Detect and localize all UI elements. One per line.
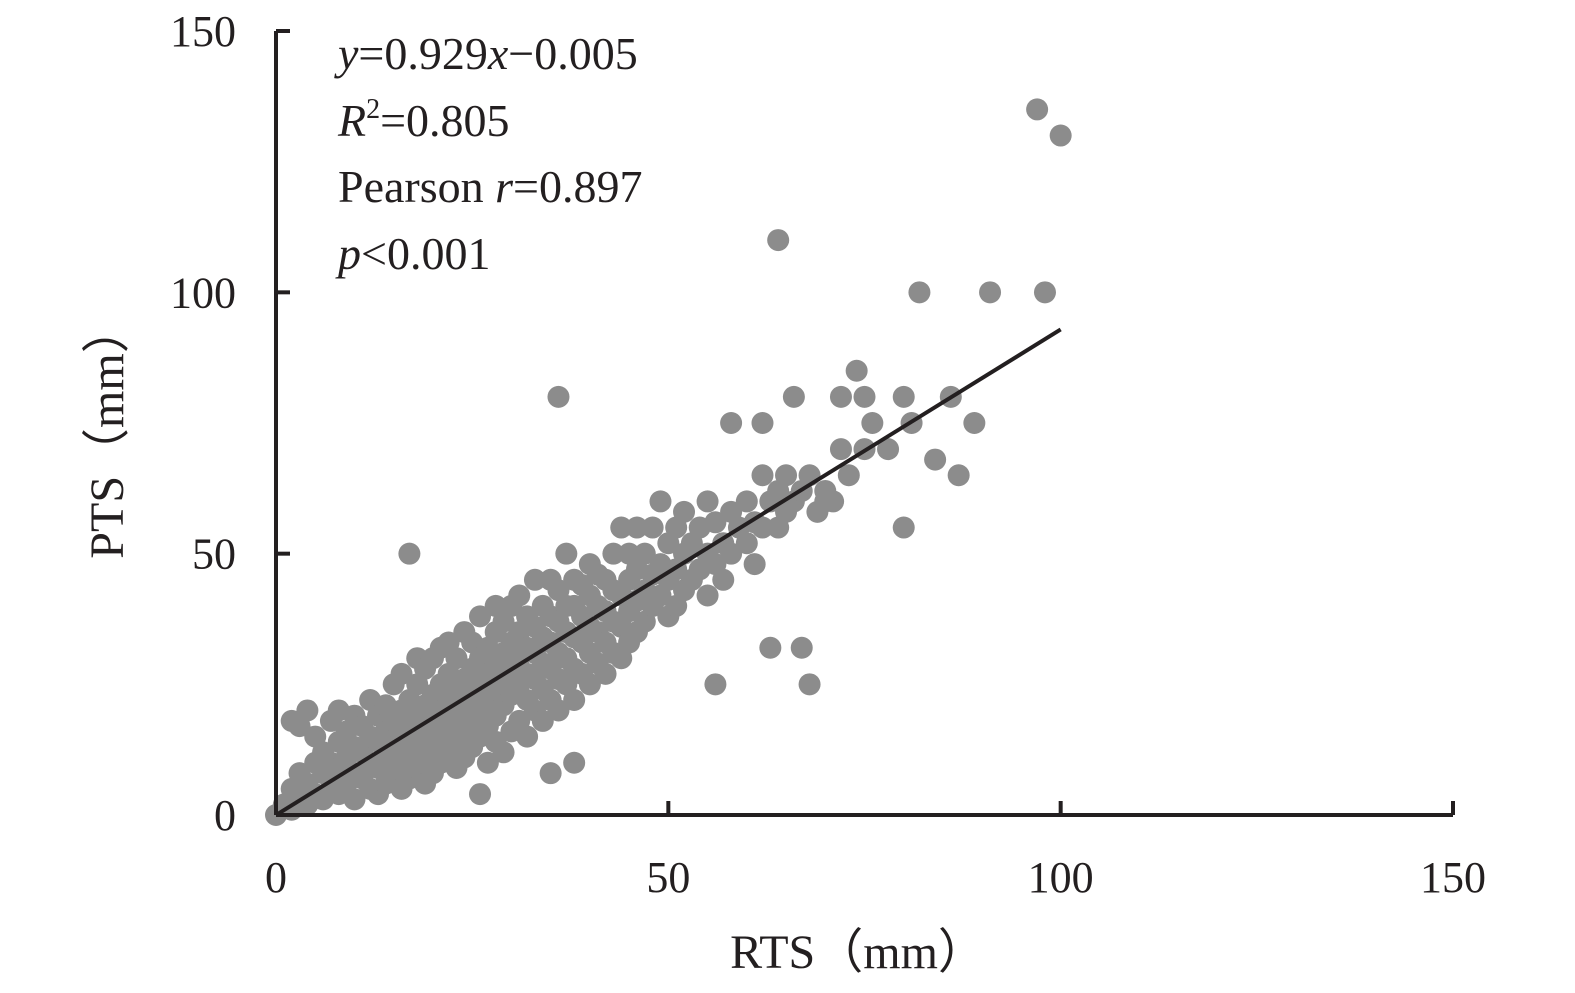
y-axis-title: PTS（mm） [81, 305, 134, 558]
data-point [947, 464, 970, 487]
data-point [790, 636, 813, 659]
data-point [720, 542, 743, 565]
points-layer [265, 98, 1072, 826]
data-point [696, 490, 719, 513]
data-point [751, 412, 774, 434]
data-point [508, 584, 531, 607]
y-tick-label: 50 [192, 530, 236, 579]
trendline-layer [274, 327, 1062, 817]
data-point [523, 568, 546, 591]
data-point [979, 281, 1002, 304]
data-point [469, 605, 492, 628]
annotation-block: y=0.929x−0.005 R2=0.805 Pearson r=0.897 … [334, 28, 643, 279]
trendline [274, 327, 1062, 817]
data-point [296, 699, 319, 722]
data-point [547, 385, 570, 408]
data-point [759, 636, 782, 659]
data-point [892, 385, 915, 408]
data-point [390, 662, 413, 685]
x-tick-label: 0 [265, 853, 287, 902]
data-point [735, 490, 758, 513]
data-point [625, 516, 648, 539]
data-point [712, 568, 735, 591]
y-tick-label: 100 [170, 268, 236, 317]
data-point [814, 490, 837, 513]
data-point [492, 741, 515, 764]
data-point [735, 532, 758, 555]
data-point [853, 385, 876, 408]
data-point [673, 500, 696, 523]
equation-annotation: y=0.929x−0.005 [334, 28, 638, 79]
data-point [963, 412, 986, 434]
x-tick-label: 100 [1028, 853, 1094, 902]
data-point [280, 709, 303, 732]
data-point [924, 448, 947, 471]
data-point [837, 464, 860, 487]
data-point [469, 783, 492, 806]
data-point [720, 412, 743, 434]
data-point [343, 788, 366, 811]
data-point [877, 438, 900, 461]
data-point [908, 281, 931, 304]
data-point [1049, 124, 1072, 147]
data-point [578, 673, 601, 696]
data-point [1033, 281, 1056, 304]
y-tick-label: 0 [214, 791, 236, 840]
axes [274, 31, 1453, 817]
data-point [775, 464, 798, 487]
data-point [594, 662, 617, 685]
data-point [798, 673, 821, 696]
data-point [633, 542, 656, 565]
data-point [516, 725, 539, 748]
data-point [641, 516, 664, 539]
data-point [892, 516, 915, 539]
data-point [555, 542, 578, 565]
data-point [1026, 98, 1049, 121]
data-point [610, 516, 633, 539]
data-point [767, 229, 790, 252]
data-point [539, 762, 562, 785]
x-tick-label: 50 [646, 853, 690, 902]
y-tick-label: 150 [170, 7, 236, 56]
data-point [547, 699, 570, 722]
data-point [782, 385, 805, 408]
data-point [531, 709, 554, 732]
x-tick-label: 150 [1420, 853, 1486, 902]
data-point [563, 751, 586, 774]
data-point [445, 647, 468, 670]
data-point [829, 385, 852, 408]
data-point [476, 751, 499, 774]
pearson-annotation: Pearson r=0.897 [338, 161, 643, 212]
data-point [743, 553, 766, 576]
data-point [704, 511, 727, 534]
ticks-layer: 0 50 100 150 0 50 100 150 [170, 7, 1486, 902]
data-point [398, 542, 421, 565]
data-point [845, 359, 868, 382]
x-axis-title: RTS（mm） [730, 926, 986, 979]
data-point [696, 584, 719, 607]
data-point [649, 490, 672, 513]
data-point [602, 542, 625, 565]
r-squared-annotation: R2=0.805 [337, 94, 510, 146]
data-point [751, 464, 774, 487]
p-value-annotation: p<0.001 [335, 228, 490, 279]
data-point [704, 673, 727, 696]
data-point [861, 412, 884, 434]
data-point [563, 689, 586, 712]
data-point [751, 516, 774, 539]
data-point [829, 438, 852, 461]
